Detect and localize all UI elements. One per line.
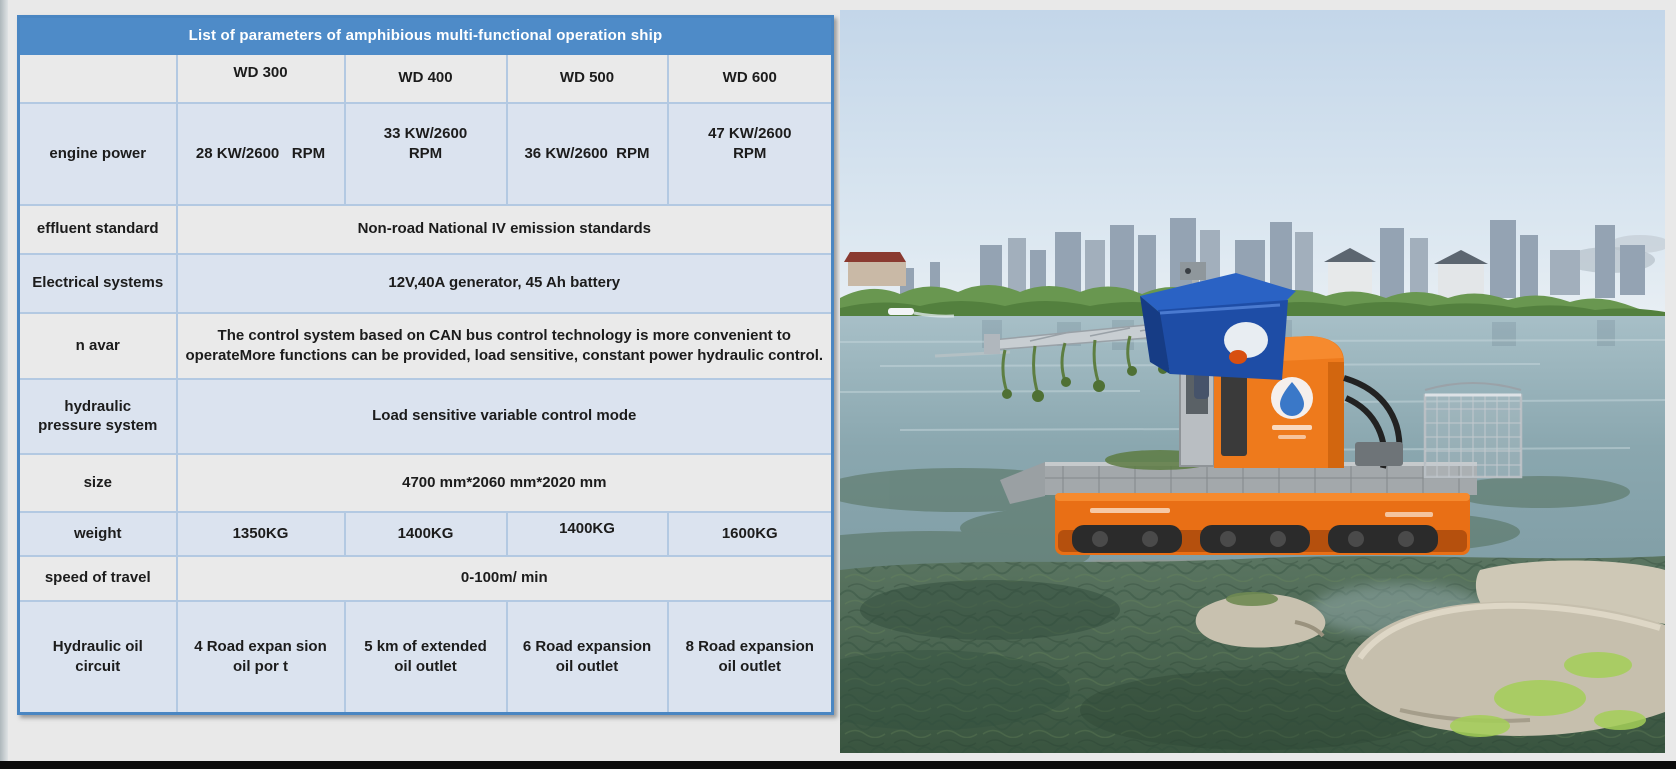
- pump-box: [1355, 442, 1403, 466]
- row-label-engine-power: engine power: [17, 101, 178, 206]
- column-header-wd300: WD 300: [175, 52, 346, 104]
- value-cell-weight-wd400: 1400KG: [343, 510, 508, 557]
- ship-photo: [840, 10, 1665, 753]
- column-header-wd600: WD 600: [666, 52, 834, 104]
- bottom-bar: [0, 761, 1676, 769]
- value-cell-engine-wd600: 47 KW/2600 RPM: [666, 101, 834, 206]
- window-edge: [0, 0, 8, 769]
- value-cell-engine-wd300: 28 KW/2600 RPM: [175, 101, 346, 206]
- value-cell-oil-wd400: 5 km of extended oil outlet: [343, 599, 508, 715]
- value-cell-weight-wd500: 1400KG: [505, 510, 669, 557]
- small-boat: [888, 308, 955, 318]
- rocks: [1195, 560, 1665, 736]
- row-label-electrical-systems: Electrical systems: [17, 252, 178, 314]
- span-value-hydraulic-pressure: Load sensitive variable control mode: [175, 377, 834, 455]
- row-label-control-system: n avar: [17, 311, 178, 380]
- value-cell-weight-wd300: 1350KG: [175, 510, 346, 557]
- row-label-size: size: [17, 452, 178, 513]
- value-cell-oil-wd300: 4 Road expan sion oil por t: [175, 599, 346, 715]
- table-title: List of parameters of amphibious multi-f…: [17, 15, 834, 55]
- electrical-systems-row: Electrical systems 12V,40A generator, 45…: [17, 252, 834, 314]
- effluent-standard-row: effluent standard Non-road National IV e…: [17, 203, 834, 255]
- hydraulic-pressure-row: hydraulic pressure system Load sensitive…: [17, 377, 834, 455]
- hull-pontoon: [1055, 493, 1470, 555]
- column-header-row: WD 300 WD 400 WD 500 WD 600: [17, 52, 834, 104]
- value-cell-weight-wd600: 1600KG: [666, 510, 834, 557]
- hydraulic-oil-row: Hydraulic oil circuit 4 Road expan sion …: [17, 599, 834, 715]
- value-cell-oil-wd500: 6 Road expansion oil outlet: [505, 599, 669, 715]
- row-label-speed-of-travel: speed of travel: [17, 554, 178, 602]
- bright-algae: [1450, 652, 1646, 737]
- blue-canopy: [1140, 273, 1296, 380]
- span-value-electrical-systems: 12V,40A generator, 45 Ah battery: [175, 252, 834, 314]
- row-label-hydraulic-pressure: hydraulic pressure system: [17, 377, 178, 455]
- engine-power-row: engine power 28 KW/2600 RPM 33 KW/2600 R…: [17, 101, 834, 206]
- span-value-effluent-standard: Non-road National IV emission standards: [175, 203, 834, 255]
- weight-row: weight 1350KG 1400KG 1400KG 1600KG: [17, 510, 834, 557]
- control-system-row: n avar The control system based on CAN b…: [17, 311, 834, 380]
- parameters-table: List of parameters of amphibious multi-f…: [17, 15, 835, 715]
- city-skyline: [844, 218, 1645, 298]
- value-cell-engine-wd400: 33 KW/2600 RPM: [343, 101, 508, 206]
- speed-of-travel-row: speed of travel 0-100m/ min: [17, 554, 834, 602]
- span-value-control-system: The control system based on CAN bus cont…: [175, 311, 834, 380]
- span-value-size: 4700 mm*2060 mm*2020 mm: [175, 452, 834, 513]
- size-row: size 4700 mm*2060 mm*2020 mm: [17, 452, 834, 513]
- column-header-wd400: WD 400: [343, 52, 508, 104]
- row-label-hydraulic-oil: Hydraulic oil circuit: [17, 599, 178, 715]
- collection-basket: [1423, 382, 1523, 479]
- column-header-empty: [17, 52, 178, 104]
- parameters-panel: List of parameters of amphibious multi-f…: [17, 15, 835, 715]
- value-cell-engine-wd500: 36 KW/2600 RPM: [505, 101, 669, 206]
- column-header-wd500: WD 500: [505, 52, 669, 104]
- span-value-speed-of-travel: 0-100m/ min: [175, 554, 834, 602]
- harvester-boat: [984, 262, 1523, 555]
- value-cell-oil-wd600: 8 Road expansion oil outlet: [666, 599, 834, 715]
- row-label-weight: weight: [17, 510, 178, 557]
- row-label-effluent-standard: effluent standard: [17, 203, 178, 255]
